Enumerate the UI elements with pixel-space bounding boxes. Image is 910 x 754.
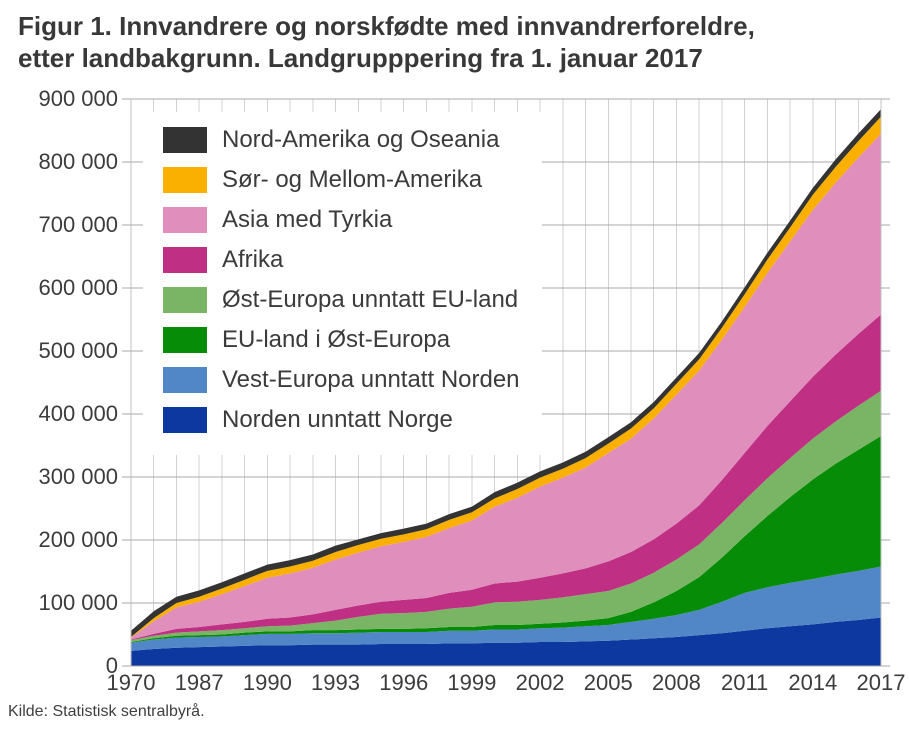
x-axis-tick-label: 1996 (379, 670, 429, 695)
legend-item-afrika: Afrika (163, 246, 520, 273)
areas (131, 109, 881, 666)
legend-label: Norden unntatt Norge (222, 406, 453, 433)
y-axis-tick-label: 800 000 (38, 149, 118, 174)
area-eu-land-i-ost-europa (131, 436, 881, 643)
legend-swatch-nord-amerika-og-oseania (163, 127, 207, 153)
legend-item-norden-unntatt-norge: Norden unntatt Norge (163, 406, 520, 433)
x-axis-tick-label: 2005 (583, 670, 633, 695)
legend-swatch-norden-unntatt-norge (163, 407, 207, 433)
legend-swatch-asia-med-tyrkia (163, 207, 207, 233)
x-axis-tick-label: 1993 (311, 670, 361, 695)
legend-swatch-afrika (163, 247, 207, 273)
area-afrika (131, 314, 881, 641)
legend-label: Asia med Tyrkia (222, 206, 393, 233)
x-axis-tick-label: 2014 (788, 670, 838, 695)
x-axis-tick-label: 2011 (720, 670, 769, 695)
legend-item-ost-europa-unntatt-eu-land: Øst-Europa unntatt EU-land (163, 286, 520, 313)
x-axis-tick-label: 2002 (515, 670, 565, 695)
y-axis-tick-label: 600 000 (38, 275, 118, 300)
plot-frame-and-ticks (122, 98, 890, 667)
y-axis-tick-label: 900 000 (38, 86, 118, 111)
x-axis-tick-label: 1970 (106, 670, 156, 695)
legend-item-vest-europa-unntatt-norden: Vest-Europa unntatt Norden (163, 366, 520, 393)
legend: Nord-Amerika og Oseania Sør- og Mellom-A… (143, 112, 542, 455)
y-axis-tick-label: 400 000 (38, 401, 118, 426)
legend-swatch-sor-og-mellom-amerika (163, 167, 207, 193)
y-axis-tick-label: 300 000 (38, 464, 118, 489)
legend-label: Sør- og Mellom-Amerika (222, 166, 483, 193)
legend-item-eu-land-i-ost-europa: EU-land i Øst-Europa (163, 326, 520, 353)
x-axis-tick-label: 1999 (447, 670, 497, 695)
legend-label: Nord-Amerika og Oseania (222, 126, 500, 153)
x-axis-tick-label: 1987 (174, 670, 224, 695)
legend-label: EU-land i Øst-Europa (222, 326, 451, 353)
figure-title-line-2: etter landbakgrunn. Landgrupppering fra … (18, 43, 703, 73)
legend-item-sor-og-mellom-amerika: Sør- og Mellom-Amerika (163, 166, 520, 193)
legend-swatch-vest-europa-unntatt-norden (163, 367, 207, 393)
legend-swatch-eu-land-i-ost-europa (163, 327, 207, 353)
y-axis-tick-label: 700 000 (38, 212, 118, 237)
area-asia-med-tyrkia (131, 133, 881, 640)
area-norden-unntatt-norge (131, 617, 881, 666)
figure-title: Figur 1. Innvandrere og norskfødte med i… (18, 10, 755, 74)
source-caption: Kilde: Statistisk sentralbyrå. (8, 703, 205, 720)
area-ost-europa-unntatt-eu-land (131, 390, 881, 643)
y-axis-tick-label: 100 000 (38, 590, 118, 615)
x-axis-tick-label: 2017 (856, 670, 906, 695)
x-axis-tick-label: 1990 (242, 670, 292, 695)
area-vest-europa-unntatt-norden (131, 566, 881, 651)
figure-title-line-1: Figur 1. Innvandrere og norskfødte med i… (18, 11, 755, 41)
legend-item-nord-amerika-og-oseania: Nord-Amerika og Oseania (163, 126, 520, 153)
y-axis-tick-label: 0 (105, 653, 118, 678)
legend-label: Øst-Europa unntatt EU-land (222, 286, 519, 313)
y-axis-tick-label: 200 000 (38, 527, 118, 552)
legend-label: Vest-Europa unntatt Norden (222, 366, 520, 393)
x-axis-tick-label: 2008 (651, 670, 701, 695)
y-axis-tick-label: 500 000 (38, 338, 118, 363)
legend-swatch-ost-europa-unntatt-eu-land (163, 287, 207, 313)
legend-item-asia-med-tyrkia: Asia med Tyrkia (163, 206, 520, 233)
legend-label: Afrika (222, 246, 284, 273)
